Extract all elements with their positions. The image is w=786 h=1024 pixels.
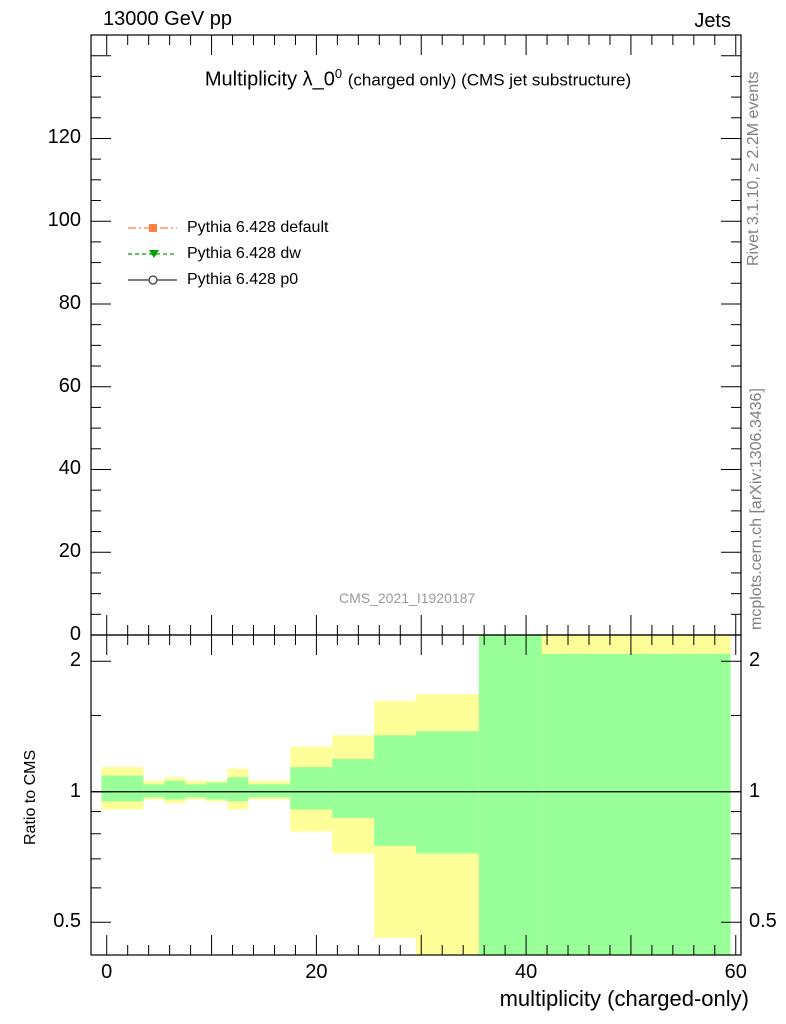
legend-entry-pythia-dw: Pythia 6.428 dw <box>187 245 301 262</box>
ratio-y-tick-label-right: 1 <box>749 779 761 802</box>
ratio-y-tick-label-left: 0.5 <box>53 910 81 933</box>
ratio-panel-frame <box>90 634 742 956</box>
plot-subtitle: (charged only) (CMS jet substructure) <box>347 70 632 90</box>
mcplots-label: mcplots.cern.ch [arXiv:1306.3436] <box>748 388 765 630</box>
main-y-tick-label: 120 <box>47 126 81 149</box>
inner-band-bin-11 <box>478 635 542 955</box>
main-y-tick-label: 60 <box>58 374 81 397</box>
inner-band-bin-7 <box>290 767 333 810</box>
main-panel-frame <box>90 34 742 636</box>
inner-band-bin-4 <box>206 782 228 800</box>
main-y-tick-label: 0 <box>69 623 81 645</box>
main-y-ticks <box>91 34 741 636</box>
legend-marker-2 <box>148 275 158 285</box>
ratio-y-tick-label-right: 2 <box>749 649 761 672</box>
inner-band-bin-2 <box>164 780 186 800</box>
ratio-y-axis-label: Ratio to CMS <box>22 749 39 845</box>
ratio-y-tick-label-left: 2 <box>69 649 81 672</box>
main-y-tick-label: 100 <box>47 209 81 232</box>
legend-markers <box>128 224 177 285</box>
legend-marker-1 <box>149 250 159 258</box>
x-tick-label: 60 <box>724 961 747 983</box>
ratio-y-tick-label-left: 1 <box>69 779 81 802</box>
x-ticks <box>106 35 737 955</box>
inner-band-bin-12 <box>541 653 731 955</box>
inner-band-bin-5 <box>227 777 249 802</box>
x-tick-label: 40 <box>514 961 538 983</box>
inner-band-bin-6 <box>248 784 291 798</box>
plot-title: Multiplicity λ_00 (charged only) (CMS je… <box>0 66 786 92</box>
x-tick-label: 0 <box>101 961 113 983</box>
legend-entry-pythia-default: Pythia 6.428 default <box>187 219 329 236</box>
legend-marker-0 <box>149 224 157 232</box>
plot-title-main: Multiplicity λ_0 <box>204 68 335 91</box>
header-process: Jets <box>694 10 731 32</box>
ratio-y-tick-label-right: 0.5 <box>749 910 777 933</box>
x-tick-label: 20 <box>305 961 328 983</box>
inner-band-bin-3 <box>185 784 207 798</box>
main-y-tick-label: 40 <box>58 457 81 480</box>
inner-band-bin-10 <box>416 731 479 854</box>
inner-band-bin-9 <box>374 735 416 846</box>
main-y-tick-label: 20 <box>58 540 81 563</box>
ratio-uncertainty-bands <box>101 635 731 955</box>
ratio-y-ticks <box>91 660 741 923</box>
inner-band-bin-1 <box>143 784 165 798</box>
x-axis-label: multiplicity (charged-only) <box>499 986 749 1011</box>
inner-band-bin-8 <box>332 759 375 818</box>
analysis-watermark: CMS_2021_I1920187 <box>339 590 476 606</box>
rivet-version-label: Rivet 3.1.10, ≥ 2.2M events <box>745 71 762 266</box>
plot-title-superscript: 0 <box>334 66 343 81</box>
inner-band-bin-0 <box>101 775 144 802</box>
legend-entry-pythia-p0: Pythia 6.428 p0 <box>187 271 299 288</box>
main-y-tick-label: 80 <box>58 291 81 314</box>
header-energy: 13000 GeV pp <box>103 8 232 30</box>
